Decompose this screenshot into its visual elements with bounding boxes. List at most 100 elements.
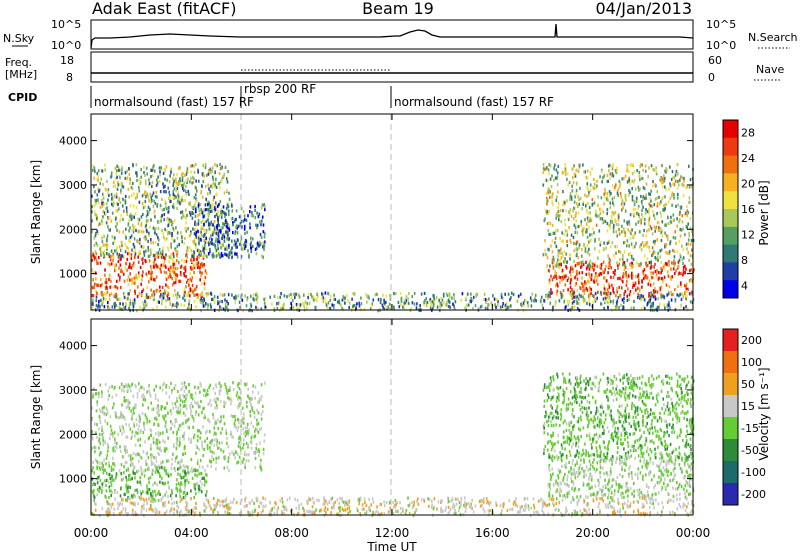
velocity-cell bbox=[187, 468, 190, 472]
velocity-cell bbox=[190, 469, 192, 473]
power-cell bbox=[555, 216, 557, 220]
power-cell bbox=[674, 288, 676, 292]
power-cell bbox=[470, 300, 472, 304]
velocity-cell bbox=[180, 489, 182, 493]
velocity-cell bbox=[115, 476, 117, 480]
power-cell bbox=[213, 209, 216, 213]
power-cell bbox=[298, 295, 301, 299]
power-cell bbox=[589, 233, 591, 237]
power-cell bbox=[224, 247, 226, 251]
power-cell bbox=[106, 179, 108, 183]
power-cell bbox=[209, 303, 212, 307]
power-cell bbox=[122, 306, 125, 310]
velocity-cell bbox=[203, 476, 205, 480]
power-cell bbox=[588, 247, 590, 251]
velocity-cell bbox=[106, 471, 108, 475]
power-cell bbox=[206, 307, 209, 311]
velocity-cell bbox=[126, 435, 129, 439]
power-cell bbox=[662, 180, 664, 184]
power-cell bbox=[549, 264, 551, 268]
power-cell bbox=[663, 303, 665, 307]
velocity-cell bbox=[154, 470, 157, 474]
power-cell bbox=[224, 214, 226, 219]
power-cell bbox=[656, 196, 658, 200]
power-cell bbox=[213, 299, 216, 303]
power-cell bbox=[628, 189, 630, 193]
power-cell bbox=[562, 289, 565, 293]
power-cell bbox=[686, 213, 689, 218]
power-cell bbox=[241, 247, 243, 251]
power-cell bbox=[377, 298, 380, 302]
power-cell bbox=[568, 180, 571, 185]
power-cell bbox=[683, 306, 685, 310]
power-cell bbox=[109, 254, 111, 258]
power-cell bbox=[187, 177, 189, 181]
power-cell bbox=[678, 294, 680, 298]
power-cell bbox=[466, 292, 469, 296]
power-cell bbox=[110, 175, 112, 179]
velocity-cell bbox=[180, 476, 183, 480]
power-cell bbox=[197, 261, 200, 265]
power-cell bbox=[100, 299, 103, 303]
power-cell bbox=[193, 266, 196, 270]
power-cell bbox=[596, 296, 598, 300]
velocity-cell bbox=[236, 391, 239, 395]
power-cell bbox=[145, 182, 147, 186]
velocity-cell bbox=[105, 462, 107, 466]
power-cell bbox=[190, 279, 193, 283]
power-cell bbox=[213, 225, 216, 229]
power-cell bbox=[631, 276, 633, 280]
power-cell bbox=[228, 197, 231, 201]
power-cell bbox=[250, 304, 253, 308]
power-cell bbox=[681, 292, 683, 296]
power-cell bbox=[612, 201, 614, 205]
velocity-cell bbox=[132, 471, 135, 475]
power-cell bbox=[180, 273, 182, 277]
power-cell bbox=[264, 205, 266, 209]
power-cell bbox=[564, 257, 566, 261]
power-cell bbox=[400, 303, 402, 307]
velocity-cell bbox=[141, 412, 144, 416]
power-cell bbox=[606, 192, 609, 196]
velocity-cell bbox=[108, 472, 111, 476]
power-cell bbox=[135, 309, 138, 313]
velocity-cell bbox=[107, 449, 109, 453]
power-cell bbox=[653, 203, 656, 207]
power-cell bbox=[645, 196, 648, 200]
power-cell bbox=[586, 201, 589, 205]
power-cell bbox=[93, 184, 95, 189]
power-cell bbox=[215, 185, 218, 189]
power-cell bbox=[664, 306, 666, 310]
power-cell bbox=[603, 192, 605, 196]
power-cell bbox=[178, 181, 180, 185]
power-cell bbox=[152, 261, 155, 265]
velocity-cell bbox=[235, 425, 238, 429]
power-cell bbox=[301, 302, 304, 306]
velocity-cell bbox=[198, 429, 201, 433]
power-cell bbox=[181, 235, 183, 239]
power-cell bbox=[688, 258, 690, 262]
power-cell bbox=[178, 261, 180, 265]
power-cell bbox=[124, 176, 127, 180]
power-cell bbox=[212, 202, 214, 206]
velocity-cell bbox=[218, 455, 221, 459]
power-cell bbox=[679, 234, 682, 238]
velocity-cell bbox=[185, 472, 187, 476]
velocity-cell bbox=[214, 406, 216, 410]
power-cell bbox=[552, 255, 555, 259]
velocity-cell bbox=[94, 482, 96, 486]
power-cell bbox=[332, 305, 335, 310]
power-cell bbox=[133, 281, 136, 285]
power-cell bbox=[91, 230, 94, 234]
power-cell bbox=[128, 167, 130, 171]
velocity-cell bbox=[223, 466, 226, 470]
power-cell bbox=[612, 275, 615, 279]
power-cell bbox=[208, 202, 211, 206]
power-cell bbox=[194, 242, 197, 247]
power-cell bbox=[238, 300, 241, 304]
power-cell bbox=[235, 245, 237, 249]
power-cell bbox=[692, 238, 695, 243]
velocity-cell bbox=[252, 425, 254, 429]
power-cell bbox=[460, 298, 463, 302]
power-cell bbox=[613, 203, 615, 207]
